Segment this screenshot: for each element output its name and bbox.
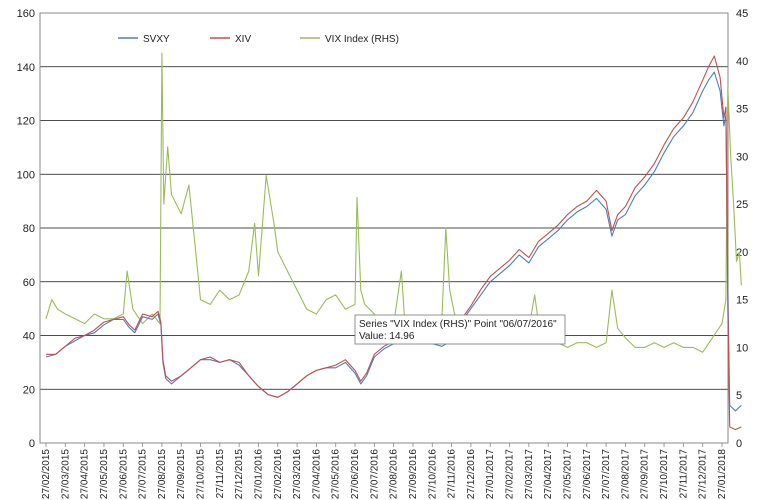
y2-tick-label: 5 [736,390,742,402]
y-tick-label: 120 [17,116,35,128]
x-tick-label: 27/09/2015 [176,449,187,499]
x-tick-label: 27/03/2015 [60,449,71,499]
x-tick-label: 27/07/2016 [369,449,380,499]
x-tick-label: 27/08/2017 [620,449,631,499]
x-tick-label: 27/02/2017 [505,449,516,499]
legend-label: XIV [235,34,251,45]
y-axis-left: 0 20 40 60 80 100 120 140 160 [17,8,35,450]
x-tick-label: 27/08/2015 [157,449,168,499]
x-tick-label: 27/03/2017 [524,449,535,499]
tooltip-line-2: Value: 14.96 [359,331,415,342]
gridlines [40,66,728,390]
y2-tick-label: 15 [736,295,748,307]
x-tick-label: 27/10/2016 [427,449,438,499]
y2-tick-label: 30 [736,151,748,163]
y-tick-label: 80 [23,223,35,235]
x-tick-label: 27/04/2015 [80,449,91,499]
y-axis-right: 0 5 10 15 20 25 30 35 40 45 [736,8,748,450]
y2-tick-label: 10 [736,342,748,354]
x-tick-label: 27/11/2017 [678,449,689,499]
y2-tick-label: 20 [736,247,748,259]
legend-label: SVXY [143,34,170,45]
y2-tick-label: 35 [736,104,748,116]
x-tick-label: 27/10/2017 [659,449,670,499]
y-tick-label: 160 [17,8,35,20]
x-tick-label: 27/05/2015 [99,449,110,499]
y2-tick-label: 40 [736,56,748,68]
x-tick-label: 27/05/2017 [562,449,573,499]
x-tick-label: 27/04/2017 [543,449,554,499]
x-tick-label: 27/11/2016 [447,449,458,499]
x-tick-label: 27/01/2016 [253,449,264,499]
y2-tick-label: 25 [736,199,748,211]
legend: SVXY XIV VIX Index (RHS) [118,34,399,45]
x-tick-label: 27/06/2015 [118,449,129,499]
x-tick-label: 27/11/2015 [215,449,226,499]
y-tick-label: 60 [23,277,35,289]
y-tick-label: 140 [17,62,35,74]
x-tick-label: 27/07/2015 [138,449,149,499]
tooltip: Series "VIX Index (RHS)" Point "06/07/20… [354,314,566,345]
tooltip-line-1: Series "VIX Index (RHS)" Point "06/07/20… [359,319,557,330]
x-tick-label: 27/10/2015 [196,449,207,499]
tooltip-box [354,314,566,345]
x-axis: 27/02/2015 27/03/2015 27/04/2015 27/05/2015… [41,443,728,499]
x-tick-label: 27/06/2017 [582,449,593,499]
y-tick-label: 100 [17,169,35,181]
x-tick-label: 27/02/2015 [41,449,52,499]
legend-label: VIX Index (RHS) [325,34,399,45]
x-tick-label: 27/01/2018 [717,449,728,499]
x-tick-label: 27/12/2016 [466,449,477,499]
plot-area-border [39,12,729,444]
x-tick-label: 27/09/2016 [408,449,419,499]
x-tick-label: 27/01/2017 [485,449,496,499]
y2-tick-label: 0 [736,438,742,450]
x-tick-label: 27/04/2016 [311,449,322,499]
y-tick-label: 40 [23,331,35,343]
x-tick-label: 27/06/2016 [350,449,361,499]
x-tick-label: 27/05/2016 [331,449,342,499]
x-tick-label: 27/07/2017 [601,449,612,499]
y2-tick-label: 45 [736,8,748,20]
x-tick-label: 27/12/2015 [234,449,245,499]
x-tick-label: 27/03/2016 [292,449,303,499]
x-tick-label: 27/12/2017 [698,449,709,499]
y-tick-label: 20 [23,384,35,396]
x-tick-label: 27/09/2017 [640,449,651,499]
x-tick-label: 27/08/2016 [389,449,400,499]
x-tick-label: 27/02/2016 [273,449,284,499]
y-tick-label: 0 [29,438,35,450]
